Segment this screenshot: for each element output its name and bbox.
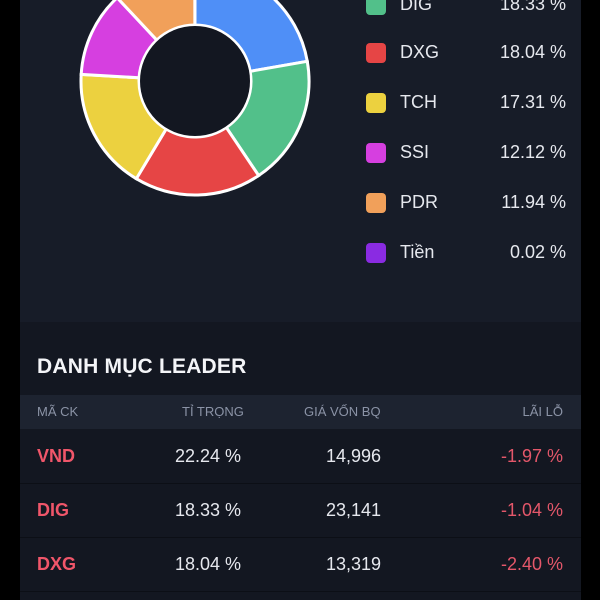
stock-code: VND [37, 446, 76, 466]
stock-code: DIG [37, 500, 70, 520]
donut-slice-ssi[interactable] [79, 0, 159, 80]
legend-swatch [366, 143, 386, 163]
avg-cost-value: 14,996 [325, 446, 381, 466]
allocation-card: DIG 18.33 % DXG 18.04 % TCH 17.31 % SSI … [20, 0, 581, 322]
allocation-donut-chart [79, 0, 311, 197]
legend-swatch [366, 43, 386, 63]
avg-cost-value: 23,141 [325, 500, 381, 520]
legend-value: 11.94 % [501, 192, 566, 212]
legend-item-tien[interactable]: Tiền 0.02 % [366, 236, 566, 266]
column-header-cost: GIÁ VỐN BQ [304, 404, 381, 419]
legend-item-tch[interactable]: TCH 17.31 % [366, 86, 566, 116]
pnl-value: -1.04 % [500, 500, 563, 520]
legend-swatch [366, 0, 386, 15]
legend-label: TCH [400, 92, 437, 112]
legend-value: 12.12 % [499, 142, 566, 162]
stock-code: DXG [37, 554, 77, 574]
column-header-code: MÃ CK [37, 404, 79, 419]
legend-swatch [366, 243, 386, 263]
pnl-value: -2.40 % [500, 554, 563, 574]
weight-value: 18.04 % [174, 554, 241, 574]
column-header-weight: TỈ TRỌNG [182, 404, 244, 419]
legend-value: 18.33 % [499, 0, 566, 14]
pnl-value: -1.97 % [500, 446, 563, 466]
donut-hole [140, 26, 250, 136]
legend-swatch [366, 93, 386, 113]
legend-item-dig[interactable]: DIG 18.33 % [366, 0, 566, 18]
table-row[interactable]: DXG 18.04 % 13,319 -2.40 % [20, 537, 581, 592]
legend-item-ssi[interactable]: SSI 12.12 % [366, 136, 566, 166]
legend-value: 18.04 % [499, 42, 566, 62]
legend-item-dxg[interactable]: DXG 18.04 % [366, 36, 566, 66]
legend-label: SSI [400, 142, 430, 162]
legend-label: DXG [400, 42, 440, 62]
app-screen: DIG 18.33 % DXG 18.04 % TCH 17.31 % SSI … [20, 0, 581, 600]
weight-value: 22.24 % [174, 446, 241, 466]
chart-legend: DIG 18.33 % DXG 18.04 % TCH 17.31 % SSI … [20, 0, 581, 322]
table-row[interactable]: DIG 18.33 % 23,141 -1.04 % [20, 483, 581, 538]
legend-value: 17.31 % [499, 92, 566, 112]
legend-label: DIG [400, 0, 433, 14]
legend-label: Tiền [400, 242, 435, 262]
leader-section-title: DANH MỤC LEADER [37, 355, 247, 378]
legend-swatch [366, 193, 386, 213]
leader-table-header: MÃ CK TỈ TRỌNG GIÁ VỐN BQ LÃI LỖ [20, 395, 581, 429]
table-row[interactable]: VND 22.24 % 14,996 -1.97 % [20, 429, 581, 484]
legend-value: 0.02 % [509, 242, 566, 262]
donut-slice-pdr[interactable] [117, 0, 197, 43]
legend-label: PDR [400, 192, 439, 212]
avg-cost-value: 13,319 [325, 554, 381, 574]
legend-item-pdr[interactable]: PDR 11.94 % [366, 186, 566, 216]
column-header-pnl: LÃI LỖ [522, 404, 563, 419]
donut-slice-vnd[interactable] [193, 0, 310, 74]
weight-value: 18.33 % [174, 500, 241, 520]
